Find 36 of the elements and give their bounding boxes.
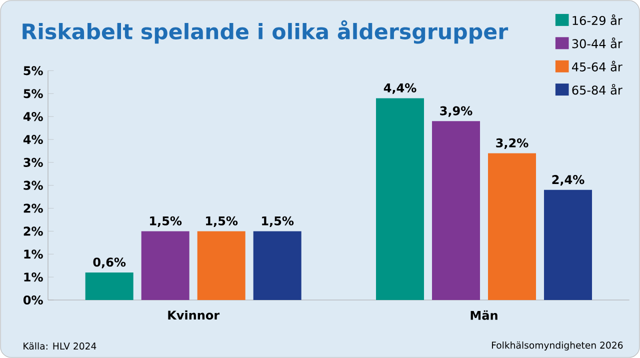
- y-tick-label: 2%: [24, 226, 43, 236]
- y-tick-label: 4%: [23, 134, 43, 144]
- legend-label: 16-29 år: [572, 14, 622, 26]
- y-tick-label: 1%: [24, 250, 43, 259]
- data-label: 4,4%: [384, 83, 416, 94]
- y-tick-label: 0%: [23, 295, 43, 305]
- bar: [376, 98, 424, 300]
- data-label: 3,2%: [496, 138, 528, 149]
- data-label: 3,9%: [440, 106, 472, 117]
- x-tick-label: Män: [470, 310, 498, 320]
- legend-label: 30-44 år: [572, 38, 622, 48]
- legend-label: 45-64 år: [572, 60, 622, 72]
- chart-title: Riskabelt spelande i olika åldersgrupper: [22, 20, 508, 44]
- bar: [253, 231, 302, 300]
- y-tick-label: 5%: [24, 66, 43, 76]
- text: Folkhälsomyndigheten 2026: [492, 341, 623, 351]
- y-tick-label: 5%: [24, 89, 43, 98]
- data-label: 1,5%: [150, 216, 182, 227]
- y-tick-label: 3%: [24, 158, 43, 167]
- y-tick-label: 2%: [24, 204, 43, 213]
- data-label: 2,4%: [552, 175, 584, 186]
- bar: [432, 121, 480, 300]
- legend-label: 65-84 år: [572, 84, 622, 95]
- bar: [544, 190, 592, 300]
- data-label: 1,5%: [262, 216, 294, 227]
- y-tick-label: 1%: [24, 272, 43, 282]
- bar: [197, 231, 246, 300]
- data-label: 1,5%: [206, 216, 238, 227]
- y-tick-label: 3%: [24, 180, 43, 190]
- y-tick-label: 4%: [23, 112, 43, 122]
- text: Källa: HLV 2024: [24, 342, 96, 350]
- bar: [488, 153, 536, 300]
- data-label: 0,6%: [93, 258, 126, 268]
- x-tick-label: Kvinnor: [168, 310, 220, 320]
- bar: [85, 272, 134, 300]
- bar: [141, 231, 190, 300]
